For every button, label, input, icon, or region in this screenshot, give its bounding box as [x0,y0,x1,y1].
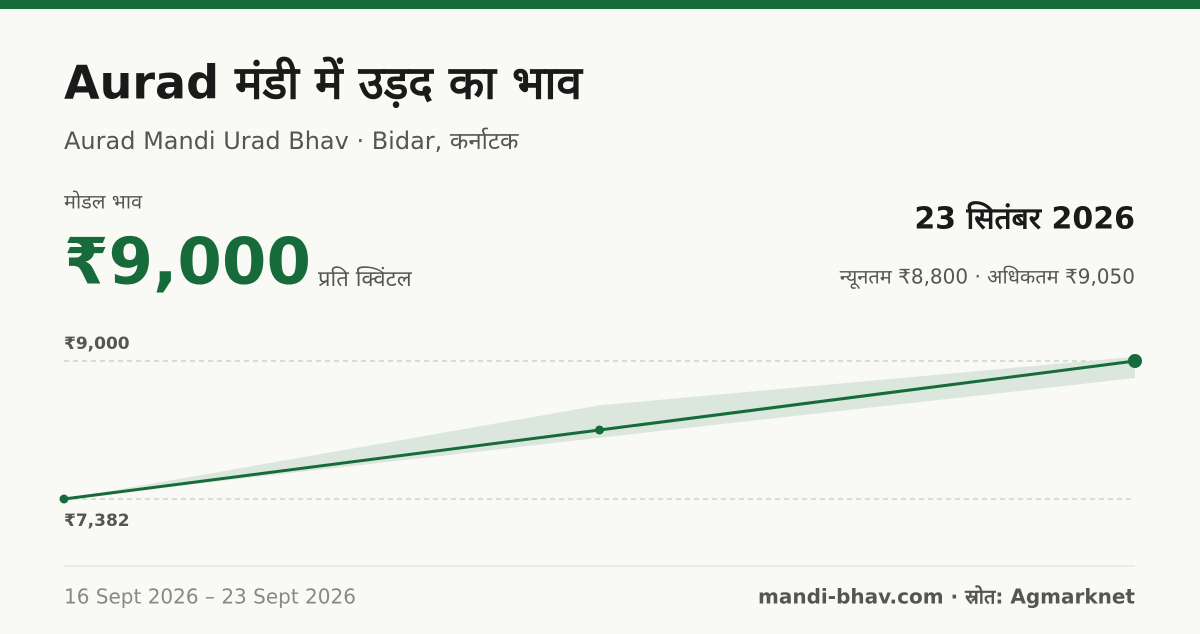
top-bar [0,0,1200,9]
point [595,425,604,435]
y-tick-label: ₹9,000 [64,334,130,354]
y-tick-label: ₹7,382 [64,511,130,531]
min-max: न्यूनतम ₹8,800 · अधिकतम ₹9,050 [840,265,1135,290]
date-range: 16 Sept 2026 – 23 Sept 2026 [64,585,356,609]
price: ₹9,000 [64,226,311,300]
unit: प्रति क्विंटल [318,266,413,292]
subtitle: Aurad Mandi Urad Bhav · Bidar, कर्नाटक [64,127,519,155]
title: Aurad मंडी में उड़द का भाव [64,56,583,110]
price-label: मोडल भाव [64,190,143,214]
source: mandi-bhav.com · स्रोत: Agmarknet [758,585,1135,609]
date: 23 सितंबर 2026 [914,201,1135,237]
point [1128,354,1142,368]
point [59,494,69,504]
